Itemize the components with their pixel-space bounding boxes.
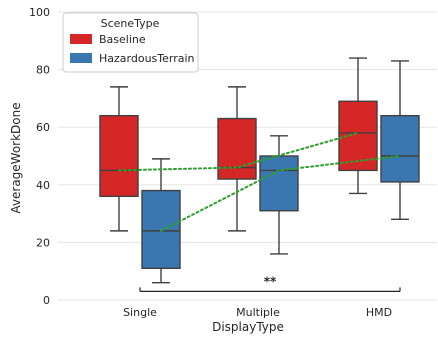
x-axis-label: DisplayType [212, 320, 284, 334]
y-tick-label-60: 60 [36, 121, 50, 134]
median-trend-lines [118, 131, 401, 232]
legend-label-hazardous: HazardousTerrain [99, 52, 195, 65]
y-ticks: 0 20 40 60 80 100 [29, 6, 50, 307]
y-tick-label-20: 20 [36, 236, 50, 249]
legend-title: SceneType [101, 17, 160, 30]
legend-frame [62, 12, 199, 73]
legend-swatch-baseline [70, 34, 92, 44]
box-hazardousterrain-single [141, 189, 181, 270]
box-hazardousterrain-multiple [259, 155, 299, 212]
legend-label-baseline: Baseline [99, 33, 146, 46]
trend-line-baseline [118, 131, 359, 172]
box-baseline-multiple [217, 117, 257, 180]
y-tick-label-80: 80 [36, 64, 50, 77]
y-tick-label-0: 0 [43, 294, 50, 307]
annotations: ** [139, 274, 401, 292]
y-axis-label: AverageWorkDone [9, 102, 23, 213]
x-tick-label-single: Single [123, 306, 157, 319]
x-tick-label-hmd: HMD [366, 306, 392, 319]
legend: SceneType Baseline HazardousTerrain [62, 12, 199, 73]
legend-swatch-hazardous [70, 53, 92, 63]
x-tick-label-multiple: Multiple [236, 306, 280, 319]
x-ticks: Single Multiple HMD [123, 306, 392, 319]
significance-label: ** [264, 274, 277, 288]
box-baseline-single [99, 114, 139, 198]
y-tick-label-100: 100 [29, 6, 50, 19]
box-hazardousterrain-hmd [380, 114, 420, 183]
trend-line-hazardousterrain [160, 155, 401, 232]
box-elements [99, 57, 420, 284]
y-tick-label-40: 40 [36, 179, 50, 192]
